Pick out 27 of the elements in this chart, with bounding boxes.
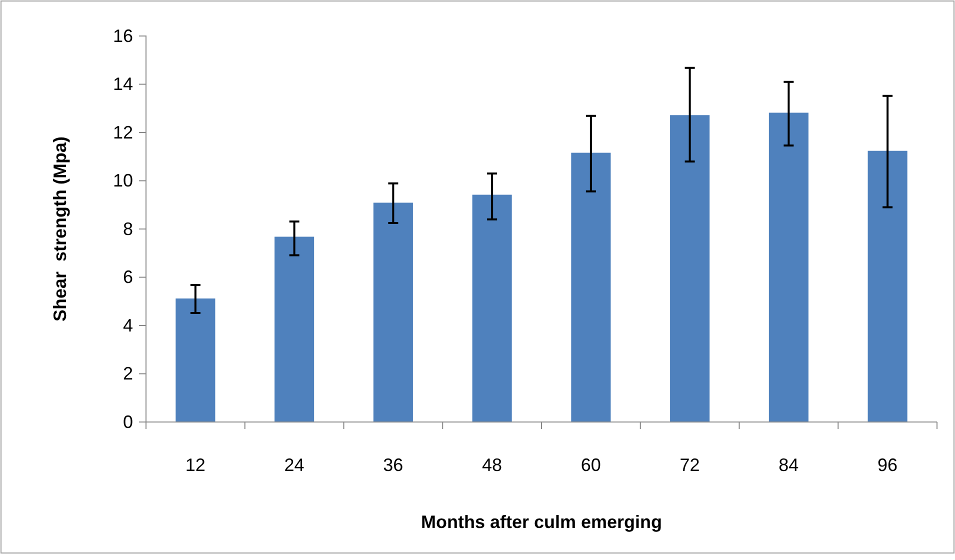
y-tick-label: 16	[112, 26, 133, 46]
x-tick-label: 48	[482, 455, 502, 475]
bar	[274, 236, 314, 422]
x-tick-label: 12	[185, 455, 206, 475]
y-tick-label: 10	[112, 170, 133, 191]
y-tick-label: 0	[122, 412, 133, 432]
x-tick-label: 84	[778, 455, 799, 475]
bar	[472, 194, 512, 422]
x-tick-label: 60	[580, 455, 601, 475]
x-tick-label: 96	[878, 455, 898, 475]
y-tick-label: 8	[122, 218, 133, 239]
bar	[670, 115, 710, 422]
bar	[176, 298, 216, 422]
y-axis-title: Shear strength (Mpa)	[50, 136, 70, 322]
y-tick-label: 2	[122, 364, 133, 384]
y-tick-label: 4	[122, 315, 133, 336]
y-tick-label: 12	[112, 122, 133, 142]
y-tick-label: 14	[112, 74, 133, 94]
x-tick-label: 24	[284, 455, 304, 475]
bar	[868, 150, 908, 422]
x-tick-label: 72	[680, 455, 700, 475]
bar	[768, 112, 808, 422]
y-tick-label: 6	[122, 267, 133, 288]
bar	[571, 152, 611, 422]
bar	[373, 202, 413, 422]
x-tick-label: 36	[383, 455, 404, 475]
x-axis-title: Months after culm emerging	[420, 512, 662, 532]
